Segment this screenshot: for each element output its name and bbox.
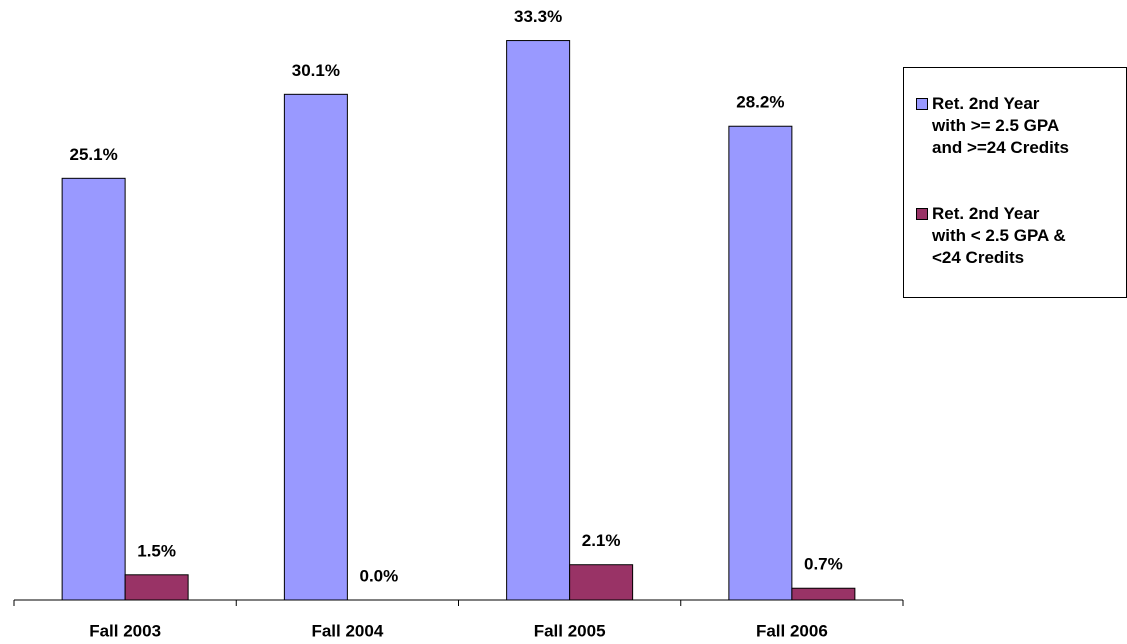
data-label: 30.1% <box>292 61 340 80</box>
legend-swatch <box>916 208 928 220</box>
legend-swatch <box>916 98 928 110</box>
data-label: 1.5% <box>137 541 176 560</box>
legend-entry: Ret. 2nd Year with < 2.5 GPA & <24 Credi… <box>916 203 1066 269</box>
bar <box>283 93 348 601</box>
x-tick-label: Fall 2004 <box>311 621 383 640</box>
x-tick-label: Fall 2006 <box>756 621 828 640</box>
bar <box>61 177 126 601</box>
data-label: 25.1% <box>70 145 118 164</box>
data-label: 0.0% <box>360 566 399 585</box>
legend-label: Ret. 2nd Year with >= 2.5 GPA and >=24 C… <box>932 94 1070 157</box>
x-tick-label: Fall 2005 <box>534 621 606 640</box>
bar <box>728 125 793 601</box>
bar <box>506 40 571 601</box>
data-label: 2.1% <box>582 531 621 550</box>
bar <box>791 587 856 601</box>
data-label: 33.3% <box>514 7 562 26</box>
bar <box>569 564 634 601</box>
legend-label: Ret. 2nd Year with < 2.5 GPA & <24 Credi… <box>932 204 1066 267</box>
legend: Ret. 2nd Year with >= 2.5 GPA and >=24 C… <box>903 67 1127 298</box>
data-label: 0.7% <box>804 555 843 574</box>
x-tick-label: Fall 2003 <box>89 621 161 640</box>
bar <box>124 574 189 601</box>
legend-entry: Ret. 2nd Year with >= 2.5 GPA and >=24 C… <box>916 93 1069 159</box>
data-label: 28.2% <box>736 93 784 112</box>
